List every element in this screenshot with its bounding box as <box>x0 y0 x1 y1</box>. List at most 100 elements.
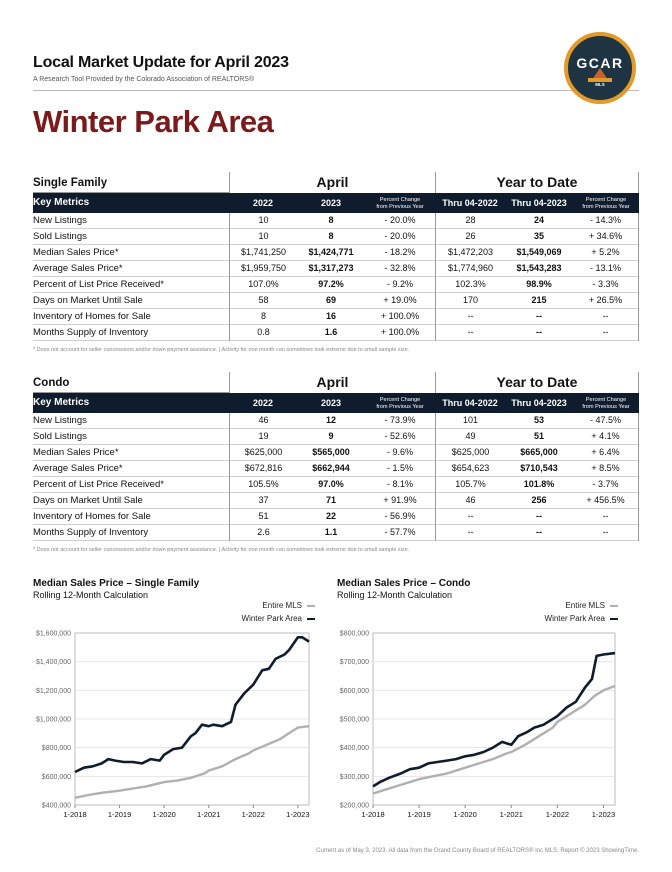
metric-label: New Listings <box>33 415 87 426</box>
col-key-metrics: Key Metrics <box>33 397 90 408</box>
x-tick-label: 1-2018 <box>361 810 384 819</box>
pct-change: - 1.5% <box>386 463 413 473</box>
single-family-table: Single Family April Year to Date Key Met… <box>33 172 639 341</box>
ytd-2022: 102.3% <box>435 277 505 293</box>
value-2023: 22 <box>325 511 336 521</box>
x-tick-label: 1-2022 <box>546 810 569 819</box>
ytd-2022: $1,774,960 <box>435 261 505 277</box>
ytd-2023: 98.9% <box>526 279 552 289</box>
col-2023: 2023 <box>320 398 342 408</box>
ytd-2022: $625,000 <box>435 445 505 461</box>
value-2023: $1,317,273 <box>308 263 354 273</box>
value-2023: $1,424,771 <box>308 247 354 257</box>
value-2023: 9 <box>328 431 334 441</box>
metric-label: Months Supply of Inventory <box>33 527 149 538</box>
table-row: Median Sales Price* $1,741,250 $1,424,771 -… <box>33 245 639 261</box>
col-ytd-pct-change: Percent Change from Previous Year <box>582 197 630 210</box>
y-tick-label: $300,000 <box>340 774 369 781</box>
mountain-icon <box>588 68 612 82</box>
ytd-2023: $710,543 <box>520 463 558 473</box>
x-tick-label: 1-2021 <box>500 810 523 819</box>
ytd-2022: 26 <box>435 229 505 245</box>
value-2023: 97.0% <box>318 479 344 489</box>
footnote-condo: * Does not account for seller concession… <box>33 547 410 553</box>
ytd-pct-change: + 34.6% <box>573 229 639 245</box>
ytd-2023: $1,549,069 <box>516 247 562 257</box>
table-row: Months Supply of Inventory 0.8 1.6 + 100.0%… <box>33 325 639 341</box>
metric-label: New Listings <box>33 215 87 226</box>
header-divider <box>33 90 639 91</box>
ytd-pct-change: - 14.3% <box>573 213 639 229</box>
table-row: Average Sales Price* $1,959,750 $1,317,273… <box>33 261 639 277</box>
metric-label: Average Sales Price* <box>33 263 123 274</box>
metric-label: Percent of List Price Received* <box>33 279 164 290</box>
pct-change: - 8.1% <box>386 479 413 489</box>
legend-winter-park: Winter Park Area <box>200 614 315 623</box>
ytd-pct-change: + 8.5% <box>573 461 639 477</box>
ytd-pct-change: -- <box>573 325 639 341</box>
value-2023: 97.2% <box>318 279 344 289</box>
ytd-2023: 256 <box>531 495 547 505</box>
legend-winter-park: Winter Park Area <box>500 614 618 623</box>
value-2023: 12 <box>325 415 336 425</box>
ytd-2023: -- <box>536 327 542 337</box>
metric-label: Inventory of Homes for Sale <box>33 511 151 522</box>
logo-text: GCAR <box>576 55 624 71</box>
value-2023: 8 <box>328 215 334 225</box>
y-tick-label: $800,000 <box>340 631 369 638</box>
value-2023: 16 <box>325 311 336 321</box>
ytd-2023: 24 <box>533 215 544 225</box>
column-header-bar: Key Metrics 2022 2023 Percent Change from… <box>33 393 639 413</box>
series-entire-mls-line <box>74 725 310 799</box>
value-2023: 1.6 <box>324 327 338 337</box>
y-tick-label: $600,000 <box>340 688 369 695</box>
value-2022: 2.6 <box>229 525 297 541</box>
y-tick-label: $400,000 <box>42 803 71 810</box>
table-row: Inventory of Homes for Sale 8 16 + 100.0% --… <box>33 309 639 325</box>
pct-change: - 57.7% <box>384 527 416 537</box>
value-2022: $672,816 <box>229 461 297 477</box>
section-label: Condo <box>33 377 70 389</box>
y-tick-label: $200,000 <box>340 803 369 810</box>
ytd-pct-change: - 3.7% <box>573 477 639 493</box>
chart-sf-legend: Entire MLS Winter Park Area <box>200 601 315 623</box>
value-2022: 8 <box>229 309 297 325</box>
ytd-pct-change: -- <box>573 509 639 525</box>
ytd-pct-change: - 13.1% <box>573 261 639 277</box>
logo-mls: MLS <box>595 82 605 87</box>
value-2023: 71 <box>325 495 336 505</box>
pct-change: - 56.9% <box>384 511 416 521</box>
table-row: Sold Listings 19 9 - 52.6% 49 51 + 4.1% <box>33 429 639 445</box>
chart-condo: $200,000 $300,000 $400,000 $500,000 $600,000… <box>340 631 616 819</box>
x-tick-label: 1-2020 <box>454 810 477 819</box>
ytd-2023: $665,000 <box>520 447 558 457</box>
value-2022: 105.5% <box>229 477 297 493</box>
ytd-2023: 101.8% <box>523 479 555 489</box>
pct-change: + 100.0% <box>380 327 420 337</box>
report-title: Local Market Update for April 2023 <box>33 54 289 71</box>
ytd-2022: -- <box>435 325 505 341</box>
ytd-2023: -- <box>536 311 542 321</box>
series-entire-mls-line <box>372 684 616 795</box>
series-winter-park-line <box>372 651 616 788</box>
ytd-2022: 101 <box>435 413 505 429</box>
ytd-pct-change: - 47.5% <box>573 413 639 429</box>
group-month: April <box>229 372 435 393</box>
footer-note: Current as of May 3, 2023. All data from… <box>316 848 639 854</box>
pct-change: - 9.6% <box>386 447 413 457</box>
pct-change: - 20.0% <box>384 215 416 225</box>
chart-condo-subtitle: Rolling 12-Month Calculation <box>337 590 453 600</box>
table-row: Inventory of Homes for Sale 51 22 - 56.9% --… <box>33 509 639 525</box>
report-subtitle: A Research Tool Provided by the Colorado… <box>33 76 255 83</box>
ytd-2023: 215 <box>531 295 547 305</box>
metric-label: Percent of List Price Received* <box>33 479 164 490</box>
ytd-2022: -- <box>435 309 505 325</box>
pct-change: + 91.9% <box>383 495 417 505</box>
ytd-2022: 46 <box>435 493 505 509</box>
y-tick-label: $1,400,000 <box>36 659 71 666</box>
y-tick-label: $1,000,000 <box>36 717 71 724</box>
value-2023: 69 <box>325 295 336 305</box>
x-tick-label: 1-2019 <box>407 810 430 819</box>
metric-label: Inventory of Homes for Sale <box>33 311 151 322</box>
table-row: Average Sales Price* $672,816 $662,944 - 1.… <box>33 461 639 477</box>
